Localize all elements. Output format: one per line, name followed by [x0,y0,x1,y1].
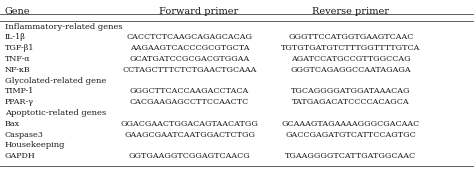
Text: IL-1β: IL-1β [5,33,26,41]
Text: GGACGAACTGGACAGTAACATGG: GGACGAACTGGACAGTAACATGG [121,120,258,128]
Text: TGCAGGGGATGGATAAACAG: TGCAGGGGATGGATAAACAG [291,87,410,95]
Text: Glycolated-related gene: Glycolated-related gene [5,76,106,85]
Text: TIMP-1: TIMP-1 [5,87,34,95]
Text: TGAAGGGGTCATTGATGGCAAC: TGAAGGGGTCATTGATGGCAAC [285,152,416,160]
Text: GGGCTTCACCAAGACCTACA: GGGCTTCACCAAGACCTACA [130,87,249,95]
Text: TATGAGACATCCCCACAGCA: TATGAGACATCCCCACAGCA [292,98,410,106]
Text: Forward primer: Forward primer [159,7,239,16]
Text: GGTGAAGGTCGGAGTCAACG: GGTGAAGGTCGGAGTCAACG [129,152,250,160]
Text: TNF-α: TNF-α [5,55,30,63]
Text: Inflammatory-related genes: Inflammatory-related genes [5,23,122,31]
Text: Gene: Gene [5,7,30,16]
Text: TGTGTGATGTCTTTGGTTTTGTCA: TGTGTGATGTCTTTGGTTTTGTCA [281,44,420,52]
Text: GCAAAGTAGAAAAGGGCGACAAC: GCAAAGTAGAAAAGGGCGACAAC [282,120,420,128]
Text: NF-κB: NF-κB [5,66,30,74]
Text: CACGAAGAGCCTTCCAACTC: CACGAAGAGCCTTCCAACTC [130,98,249,106]
Text: AAGAAGTCACCCGCGTGCTA: AAGAAGTCACCCGCGTGCTA [130,44,249,52]
Text: GCATGATCCGCGACGTGGAA: GCATGATCCGCGACGTGGAA [129,55,250,63]
Text: Caspase3: Caspase3 [5,131,44,139]
Text: GGGTTCCATGGTGAAGTCAAC: GGGTTCCATGGTGAAGTCAAC [288,33,413,41]
Text: Bax: Bax [5,120,20,128]
Text: TGF-β1: TGF-β1 [5,44,34,52]
Text: GACCGAGATGTCATTCCAGTGC: GACCGAGATGTCATTCCAGTGC [285,131,416,139]
Text: Apoptotic-related genes: Apoptotic-related genes [5,109,106,117]
Text: CACCTCTCAAGCAGAGCACAG: CACCTCTCAAGCAGAGCACAG [127,33,253,41]
Text: AGATCCATGCCGTTGGCCAG: AGATCCATGCCGTTGGCCAG [291,55,410,63]
Text: PPAR-γ: PPAR-γ [5,98,34,106]
Text: GGGTCAGAGGCCAATAGAGA: GGGTCAGAGGCCAATAGAGA [291,66,411,74]
Text: GAPDH: GAPDH [5,152,36,160]
Text: Housekeeping: Housekeeping [5,141,65,149]
Text: GAAGCGAATCAATGGACTCTGG: GAAGCGAATCAATGGACTCTGG [124,131,255,139]
Text: CCTAGCTTTCTCTGAACTGCAAA: CCTAGCTTTCTCTGAACTGCAAA [122,66,257,74]
Text: Reverse primer: Reverse primer [312,7,389,16]
